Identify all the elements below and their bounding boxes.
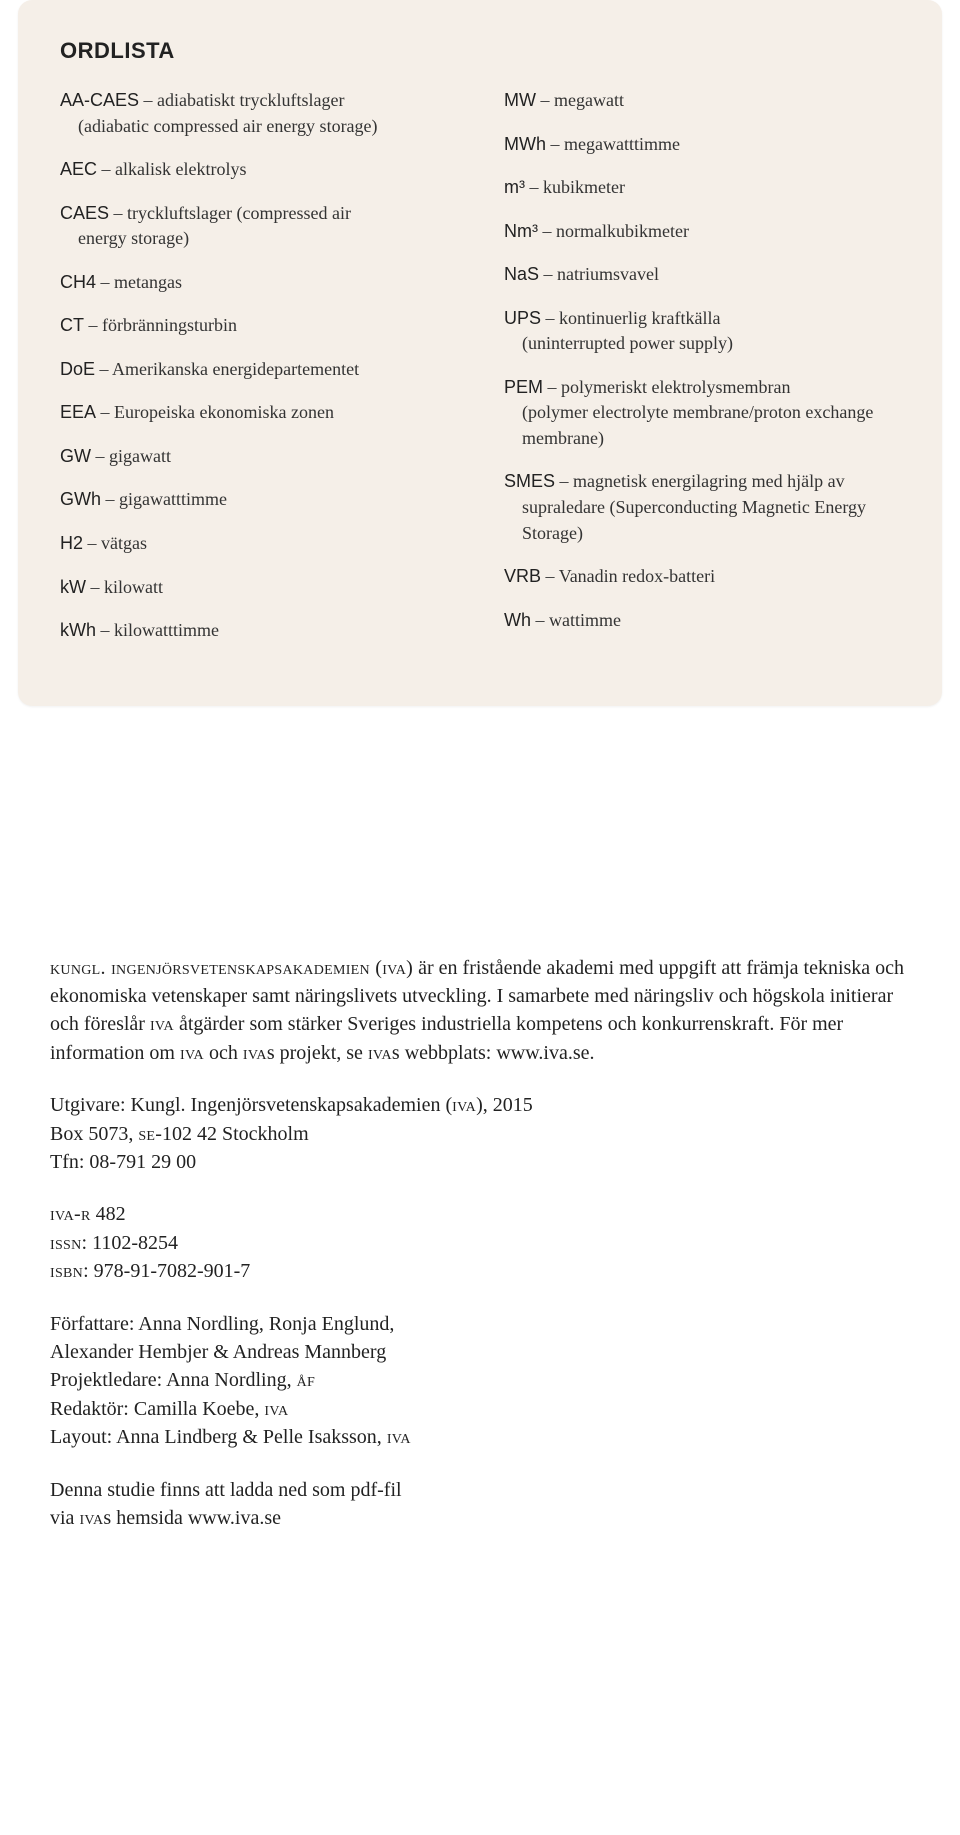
glossary-column-right: MW – megawatt MWh – megawatttimme m³ – kub…: [504, 88, 900, 662]
glossary-abbr: Wh: [504, 610, 531, 630]
authors-line-1: Författare: Anna Nordling, Ronja Englund…: [50, 1310, 910, 1338]
glossary-entry: CH4 – metangas: [60, 270, 456, 296]
glossary-entry: SMES – magnetisk energilagring med hjälp…: [504, 469, 900, 546]
glossary-entry: kW – kilowatt: [60, 575, 456, 601]
glossary-abbr: MWh: [504, 134, 546, 154]
iva-r-line: iva-r 482: [50, 1200, 910, 1228]
publisher-block: Utgivare: Kungl. Ingenjörsvetenskapsakad…: [50, 1091, 910, 1176]
glossary-definition: – kontinuerlig kraftkälla: [541, 308, 720, 328]
glossary-definition-cont: (uninterrupted power supply): [504, 331, 900, 357]
glossary-definition: – adiabatiskt tryckluftslager: [139, 90, 344, 110]
glossary-entry: H2 – vätgas: [60, 531, 456, 557]
credits-block: Författare: Anna Nordling, Ronja Englund…: [50, 1310, 910, 1452]
editor-line: Redaktör: Camilla Koebe, iva: [50, 1395, 910, 1423]
glossary-entry: AA-CAES – adiabatiskt tryckluftslager (ad…: [60, 88, 456, 139]
glossary-abbr: GWh: [60, 489, 101, 509]
ids-block: iva-r 482 issn: 1102-8254 isbn: 978-91-7…: [50, 1200, 910, 1285]
glossary-abbr: kW: [60, 577, 86, 597]
glossary-entry: PEM – polymeriskt elektrolysmembran (poly…: [504, 375, 900, 452]
glossary-definition: – megawatttimme: [546, 134, 680, 154]
info-section: kungl. ingenjörsvetenskapsakademien (iva…: [0, 724, 960, 1597]
glossary-entry: MW – megawatt: [504, 88, 900, 114]
download-line-1: Denna studie finns att ladda ned som pdf…: [50, 1476, 910, 1504]
glossary-abbr: AA-CAES: [60, 90, 139, 110]
glossary-definition: – megawatt: [536, 90, 624, 110]
glossary-definition: – polymeriskt elektrolysmembran: [543, 377, 790, 397]
glossary-definition: – Vanadin redox-batteri: [541, 566, 715, 586]
glossary-abbr: NaS: [504, 264, 539, 284]
glossary-entry: kWh – kilowatttimme: [60, 618, 456, 644]
authors-line-2: Alexander Hembjer & Andreas Mannberg: [50, 1338, 910, 1366]
publisher-line-2: Box 5073, se-102 42 Stockholm: [50, 1120, 910, 1148]
glossary-abbr: PEM: [504, 377, 543, 397]
glossary-abbr: CH4: [60, 272, 96, 292]
glossary-abbr: H2: [60, 533, 83, 553]
glossary-entry: CT – förbränningsturbin: [60, 313, 456, 339]
glossary-abbr: GW: [60, 446, 91, 466]
glossary-abbr: SMES: [504, 471, 555, 491]
glossary-abbr: VRB: [504, 566, 541, 586]
glossary-abbr: Nm³: [504, 221, 538, 241]
glossary-definition: – wattimme: [531, 610, 621, 630]
glossary-definition: – normalkubikmeter: [538, 221, 689, 241]
about-paragraph: kungl. ingenjörsvetenskapsakademien (iva…: [50, 954, 910, 1068]
glossary-definition: – kilowatttimme: [96, 620, 219, 640]
glossary-entry: DoE – Amerikanska energidepartementet: [60, 357, 456, 383]
glossary-abbr: UPS: [504, 308, 541, 328]
glossary-entry: EEA – Europeiska ekonomiska zonen: [60, 400, 456, 426]
glossary-entry: GW – gigawatt: [60, 444, 456, 470]
glossary-entry: MWh – megawatttimme: [504, 132, 900, 158]
glossary-abbr: kWh: [60, 620, 96, 640]
about-lead: kungl. ingenjörsvetenskapsakademien (iva…: [50, 957, 413, 979]
glossary-definition-cont: (adiabatic compressed air energy storage…: [60, 114, 456, 140]
layout-line: Layout: Anna Lindberg & Pelle Isaksson, …: [50, 1423, 910, 1451]
download-block: Denna studie finns att ladda ned som pdf…: [50, 1476, 910, 1533]
glossary-column-left: AA-CAES – adiabatiskt tryckluftslager (ad…: [60, 88, 456, 662]
glossary-definition: – alkalisk elektrolys: [97, 159, 246, 179]
glossary-definition-cont: (polymer electrolyte membrane/proton exc…: [504, 400, 900, 451]
isbn-line: isbn: 978-91-7082-901-7: [50, 1257, 910, 1285]
project-lead-line: Projektledare: Anna Nordling, åf: [50, 1366, 910, 1394]
glossary-abbr: CT: [60, 315, 84, 335]
glossary-abbr: m³: [504, 177, 525, 197]
issn-line: issn: 1102-8254: [50, 1229, 910, 1257]
glossary-columns: AA-CAES – adiabatiskt tryckluftslager (ad…: [60, 88, 900, 662]
glossary-abbr: DoE: [60, 359, 95, 379]
glossary-definition: – Amerikanska energidepartementet: [95, 359, 359, 379]
glossary-entry: UPS – kontinuerlig kraftkälla (uninterrup…: [504, 306, 900, 357]
publisher-line-1: Utgivare: Kungl. Ingenjörsvetenskapsakad…: [50, 1091, 910, 1119]
glossary-entry: AEC – alkalisk elektrolys: [60, 157, 456, 183]
glossary-entry: GWh – gigawatttimme: [60, 487, 456, 513]
glossary-definition-cont: supraledare (Superconducting Magnetic En…: [504, 495, 900, 546]
glossary-abbr: MW: [504, 90, 536, 110]
glossary-entry: Nm³ – normalkubikmeter: [504, 219, 900, 245]
glossary-entry: Wh – wattimme: [504, 608, 900, 634]
download-line-2: via ivas hemsida www.iva.se: [50, 1504, 910, 1532]
glossary-entry: m³ – kubikmeter: [504, 175, 900, 201]
glossary-entry: CAES – tryckluftslager (compressed air en…: [60, 201, 456, 252]
glossary-definition: – natriumsvavel: [539, 264, 659, 284]
glossary-card: ORDLISTA AA-CAES – adiabatiskt tryckluft…: [18, 0, 942, 706]
glossary-definition: – gigawatttimme: [101, 489, 227, 509]
glossary-title: ORDLISTA: [60, 38, 900, 64]
glossary-abbr: AEC: [60, 159, 97, 179]
glossary-entry: NaS – natriumsvavel: [504, 262, 900, 288]
glossary-abbr: CAES: [60, 203, 109, 223]
glossary-entry: VRB – Vanadin redox-batteri: [504, 564, 900, 590]
glossary-definition: – magnetisk energilagring med hjälp av: [555, 471, 845, 491]
glossary-definition: – metangas: [96, 272, 182, 292]
glossary-definition: – vätgas: [83, 533, 147, 553]
publisher-line-3: Tfn: 08-791 29 00: [50, 1148, 910, 1176]
glossary-definition: – kilowatt: [86, 577, 163, 597]
glossary-definition: – tryckluftslager (compressed air: [109, 203, 351, 223]
glossary-definition: – kubikmeter: [525, 177, 625, 197]
glossary-definition: – förbränningsturbin: [84, 315, 237, 335]
glossary-definition: – Europeiska ekonomiska zonen: [96, 402, 334, 422]
glossary-definition-cont: energy storage): [60, 226, 456, 252]
glossary-definition: – gigawatt: [91, 446, 171, 466]
glossary-abbr: EEA: [60, 402, 96, 422]
